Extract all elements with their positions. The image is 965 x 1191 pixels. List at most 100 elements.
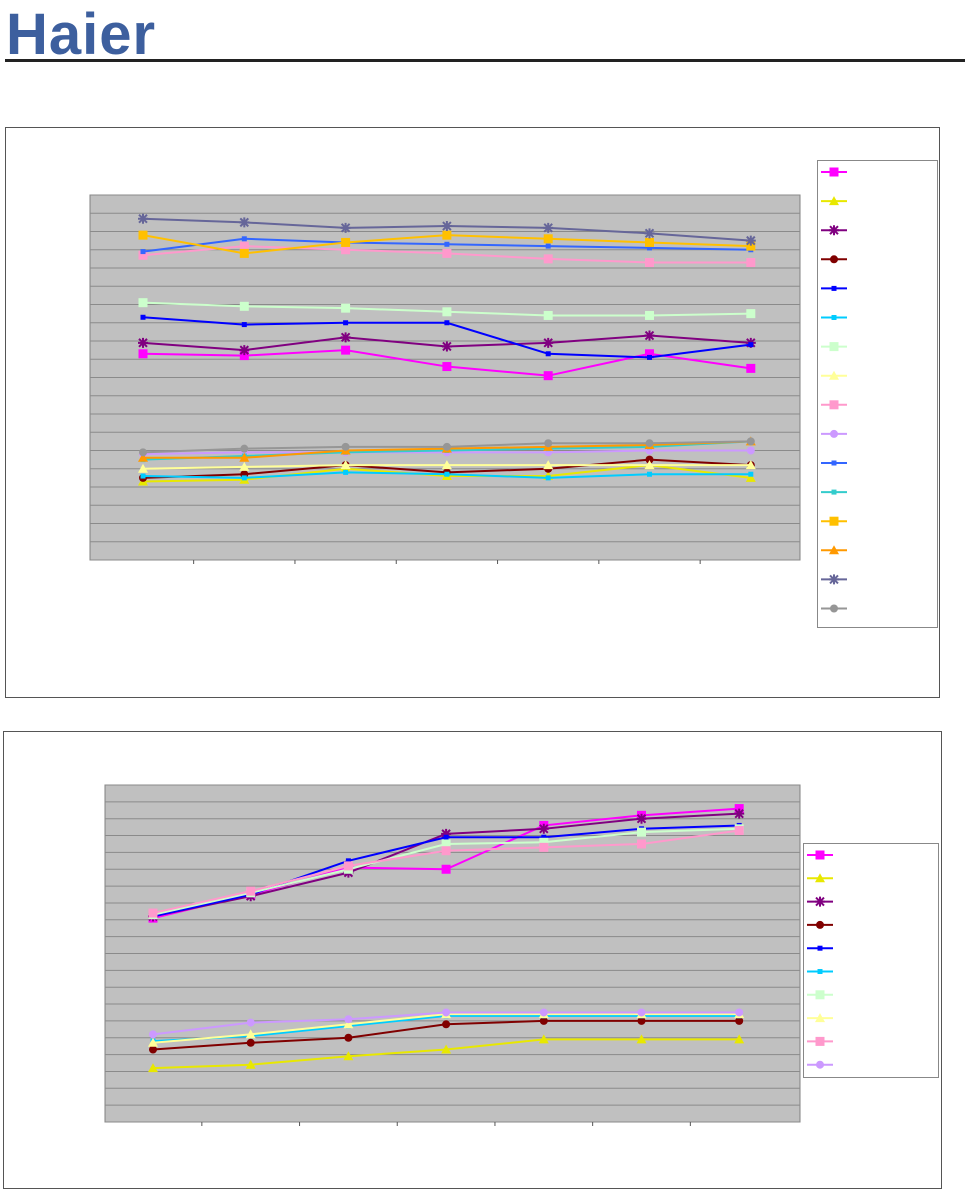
marker [539, 1016, 548, 1025]
marker [829, 225, 839, 236]
marker [138, 452, 148, 462]
marker [441, 221, 452, 232]
marker [748, 471, 754, 477]
marker [816, 920, 824, 929]
marker [138, 230, 148, 240]
marker [240, 444, 249, 453]
marker [541, 834, 547, 840]
marker [148, 1063, 158, 1073]
marker [746, 446, 755, 455]
marker [829, 167, 839, 177]
marker [139, 448, 147, 457]
marker [829, 574, 839, 585]
marker [441, 846, 451, 856]
marker [637, 827, 646, 837]
marker [344, 1015, 353, 1024]
marker [341, 237, 351, 247]
marker [543, 460, 554, 470]
marker [343, 320, 349, 326]
marker [645, 455, 654, 464]
marker [239, 345, 250, 356]
marker [138, 298, 148, 308]
marker [637, 1016, 646, 1025]
marker [543, 234, 553, 244]
marker [829, 545, 839, 555]
marker [734, 825, 744, 835]
marker [138, 213, 148, 224]
marker [545, 475, 551, 481]
marker [545, 351, 551, 357]
marker [830, 604, 838, 613]
marker [241, 236, 247, 242]
marker [644, 330, 655, 341]
marker [444, 320, 450, 326]
logo: Haier [6, 2, 156, 67]
marker [543, 222, 554, 233]
marker [829, 342, 839, 352]
marker [815, 896, 825, 907]
marker [746, 437, 755, 446]
legend [803, 843, 939, 1078]
marker [442, 362, 452, 372]
marker [149, 1030, 157, 1039]
marker [239, 461, 250, 471]
marker [817, 945, 823, 951]
marker [148, 908, 158, 918]
marker [442, 442, 451, 451]
marker [341, 345, 351, 355]
marker [815, 873, 825, 883]
marker [636, 1034, 647, 1044]
marker [538, 1034, 549, 1044]
marker [647, 245, 652, 251]
marker [245, 1029, 256, 1039]
marker [745, 472, 756, 482]
marker [138, 463, 148, 473]
marker [343, 1019, 354, 1029]
marker [830, 255, 838, 264]
marker [246, 886, 256, 896]
marker [644, 228, 655, 239]
marker [539, 842, 549, 852]
marker [645, 439, 654, 448]
marker [539, 1008, 548, 1017]
marker [241, 322, 247, 328]
marker [442, 1020, 451, 1029]
marker [644, 460, 655, 470]
marker [815, 850, 825, 860]
marker [441, 828, 452, 839]
marker [815, 1013, 825, 1023]
marker [239, 301, 249, 311]
marker [340, 460, 351, 470]
marker [239, 248, 249, 258]
marker [148, 1037, 158, 1047]
marker [746, 309, 756, 319]
marker [647, 354, 652, 360]
marker [831, 489, 837, 495]
marker [340, 332, 351, 343]
marker [341, 442, 350, 451]
marker [442, 307, 452, 317]
marker [343, 469, 349, 475]
marker [829, 370, 839, 380]
marker [637, 839, 646, 849]
marker [829, 516, 839, 526]
marker [343, 1051, 354, 1061]
marker [545, 243, 551, 249]
marker [830, 429, 838, 438]
marker [829, 196, 839, 206]
marker [140, 473, 146, 479]
marker [645, 310, 654, 320]
marker [746, 258, 756, 268]
marker [241, 475, 247, 481]
marker [735, 1008, 744, 1017]
marker [442, 248, 452, 258]
marker [340, 222, 351, 233]
marker [734, 1034, 745, 1044]
marker [734, 808, 745, 819]
marker [442, 1008, 451, 1017]
marker [444, 471, 450, 477]
marker [637, 1008, 646, 1017]
marker [441, 864, 451, 874]
marker [815, 990, 825, 1000]
